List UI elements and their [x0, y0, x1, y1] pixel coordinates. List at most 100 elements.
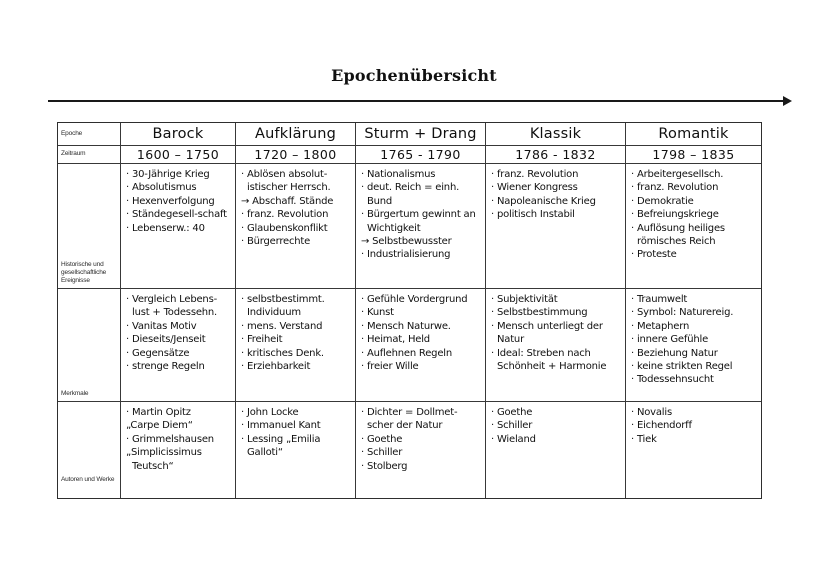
cell-line: · Tiek — [631, 433, 657, 445]
zeitraum-value: 1765 - 1790 — [380, 147, 461, 162]
cell-line: · politisch Instabil — [491, 209, 575, 221]
cell-line: · franz. Revolution — [631, 182, 719, 194]
cell-line: · Proteste — [631, 249, 677, 261]
cell-romantik-merkmale: · Traumwelt · Symbol: Naturereig. · Metaph… — [626, 289, 761, 402]
cell-sturm-und-drang-zeitraum: 1765 - 1790 — [356, 146, 486, 164]
zeitraum-value: 1798 – 1835 — [652, 147, 735, 162]
cell-line: · Grimmelshausen — [126, 433, 214, 445]
cell-line: · Nationalismus — [361, 169, 436, 180]
cell-line: „Simplicissimus Teutsch“ — [126, 447, 202, 472]
epoche-value: Barock — [152, 126, 204, 142]
cell-line: · kritisches Denk. — [241, 347, 324, 359]
cell-line: · Lebenserw.: 40 — [126, 222, 205, 234]
cell-line: · Lessing „Emilia Galloti“ — [241, 433, 321, 459]
cell-klassik-zeitraum: 1786 - 1832 — [486, 146, 626, 164]
cell-line: · Vanitas Motiv — [126, 320, 197, 332]
row-label-merkmale: Merkmale — [58, 289, 121, 402]
cell-line: · Beziehung Natur — [631, 347, 718, 359]
cell-line: · Goethe — [361, 433, 403, 445]
cell-line: · Heimat, Held — [361, 334, 430, 346]
zeitraum-value: 1600 – 1750 — [136, 147, 220, 162]
cell-line: · Kunst — [361, 307, 394, 319]
epoch-table: Epoche Barock Aufklärung Sturm + Drang Klass… — [57, 122, 762, 499]
row-label-autoren: Autoren und Werke — [58, 402, 121, 498]
cell-barock-ereignisse: · 30-Jährige Krieg · Absolutismus · Hexenv… — [121, 164, 236, 289]
cell-line: · Subjektivität — [491, 294, 558, 305]
cell-line: · Auflösung heiliges römisches Reich — [631, 222, 725, 248]
cell-line: · Novalis — [631, 407, 672, 418]
cell-line: · Immanuel Kant — [241, 420, 321, 432]
cell-barock-zeitraum: 1600 – 1750 — [121, 146, 236, 164]
cell-line: · Goethe — [491, 407, 533, 418]
cell-line: · Eichendorff — [631, 420, 692, 432]
cell-line: · Industrialisierung — [361, 249, 451, 261]
cell-line: · Gegensätze — [126, 347, 190, 359]
cell-line: · Schiller — [361, 447, 403, 459]
page-title: Epochenübersicht — [331, 66, 497, 85]
cell-aufklaerung-merkmale: · selbstbestimmt. Individuum · mens. Vers… — [236, 289, 356, 402]
cell-line: · Traumwelt — [631, 294, 688, 305]
cell-line: · Ständegesell-schaft — [126, 209, 227, 221]
cell-sturm-und-drang-epoche: Sturm + Drang — [356, 123, 486, 146]
cell-line: · Metaphern — [631, 320, 690, 332]
cell-sturm-und-drang-merkmale: · Gefühle Vordergrund · Kunst · Mensch Nat… — [356, 289, 486, 402]
cell-line: · Wieland — [491, 433, 536, 445]
cell-line: · Symbol: Naturereig. — [631, 307, 734, 319]
zeitraum-value: 1720 – 1800 — [254, 147, 337, 162]
cell-line: → Abschaff. Stände — [241, 195, 334, 207]
epoche-value: Klassik — [529, 126, 582, 142]
cell-line: · Bürgerrechte — [241, 236, 311, 248]
cell-romantik-ereignisse: · Arbeitergesellsch. · franz. Revolution ·… — [626, 164, 761, 289]
cell-line: · franz. Revolution — [491, 169, 579, 180]
epoche-value: Aufklärung — [254, 126, 337, 142]
epoche-value: Sturm + Drang — [364, 126, 477, 142]
arrow-head-icon — [783, 96, 792, 106]
cell-line: · Dichter = Dollmet-scher der Natur — [361, 407, 458, 432]
cell-line: · selbstbestimmt. Individuum — [241, 294, 325, 319]
cell-romantik-epoche: Romantik — [626, 123, 761, 146]
cell-aufklaerung-epoche: Aufklärung — [236, 123, 356, 146]
cell-romantik-zeitraum: 1798 – 1835 — [626, 146, 761, 164]
cell-barock-epoche: Barock — [121, 123, 236, 146]
cell-line: · Mensch unterliegt der Natur — [491, 320, 603, 346]
cell-barock-autoren: · Martin Opitz „Carpe Diem“ · Grimmelshaus… — [121, 402, 236, 498]
cell-aufklaerung-zeitraum: 1720 – 1800 — [236, 146, 356, 164]
cell-romantik-autoren: · Novalis · Eichendorff · Tiek — [626, 402, 761, 498]
cell-line: · 30-Jährige Krieg — [126, 169, 210, 180]
cell-aufklaerung-autoren: · John Locke · Immanuel Kant · Lessing „Em… — [236, 402, 356, 498]
epoche-value: Romantik — [658, 126, 729, 142]
cell-sturm-und-drang-autoren: · Dichter = Dollmet-scher der Natur · Goe… — [356, 402, 486, 498]
cell-line: „Carpe Diem“ — [126, 420, 193, 432]
cell-aufklaerung-ereignisse: · Ablösen absolut-istischer Herrsch. → Ab… — [236, 164, 356, 289]
cell-line: · Absolutismus — [126, 182, 197, 194]
cell-line: · Schiller — [491, 420, 533, 432]
cell-line: · Wiener Kongress — [491, 182, 578, 194]
cell-line: · Dieseits/Jenseit — [126, 334, 206, 346]
zeitraum-value: 1786 - 1832 — [515, 147, 596, 162]
cell-line: · Vergleich Lebens-lust + Todessehn. — [126, 294, 218, 319]
cell-line: · Mensch Naturwe. — [361, 320, 451, 332]
cell-line: · Gefühle Vordergrund — [361, 294, 468, 305]
cell-line: · Ideal: Streben nach Schönheit + Harmon… — [491, 347, 607, 373]
cell-line: · innere Gefühle — [631, 334, 709, 346]
cell-line: · Glaubenskonflikt — [241, 222, 328, 234]
cell-line: · Auflehnen Regeln — [361, 347, 452, 359]
cell-line: · keine strikten Regel — [631, 361, 733, 373]
cell-barock-merkmale: · Vergleich Lebens-lust + Todessehn. · Va… — [121, 289, 236, 402]
cell-line: · Todessehnsucht — [631, 374, 714, 386]
cell-line: · Stolberg — [361, 460, 408, 472]
cell-sturm-und-drang-ereignisse: · Nationalismus · deut. Reich = einh. Bun… — [356, 164, 486, 289]
row-label-zeitraum: Zeitraum — [58, 146, 121, 164]
cell-klassik-autoren: · Goethe · Schiller · Wieland — [486, 402, 626, 498]
cell-line: · mens. Verstand — [241, 320, 323, 332]
cell-line: · Napoleanische Krieg — [491, 195, 596, 207]
cell-line: · Erziehbarkeit — [241, 361, 311, 373]
cell-line: · Befreiungskriege — [631, 209, 719, 221]
cell-line: · Martin Opitz — [126, 407, 191, 418]
timeline-arrow — [48, 96, 792, 106]
cell-klassik-epoche: Klassik — [486, 123, 626, 146]
cell-klassik-ereignisse: · franz. Revolution · Wiener Kongress · Na… — [486, 164, 626, 289]
cell-line: · franz. Revolution — [241, 209, 329, 221]
cell-line: → Selbstbewusster — [361, 236, 452, 248]
row-label-ereignisse: Historische und gesellschaftliche Ereign… — [58, 164, 121, 289]
